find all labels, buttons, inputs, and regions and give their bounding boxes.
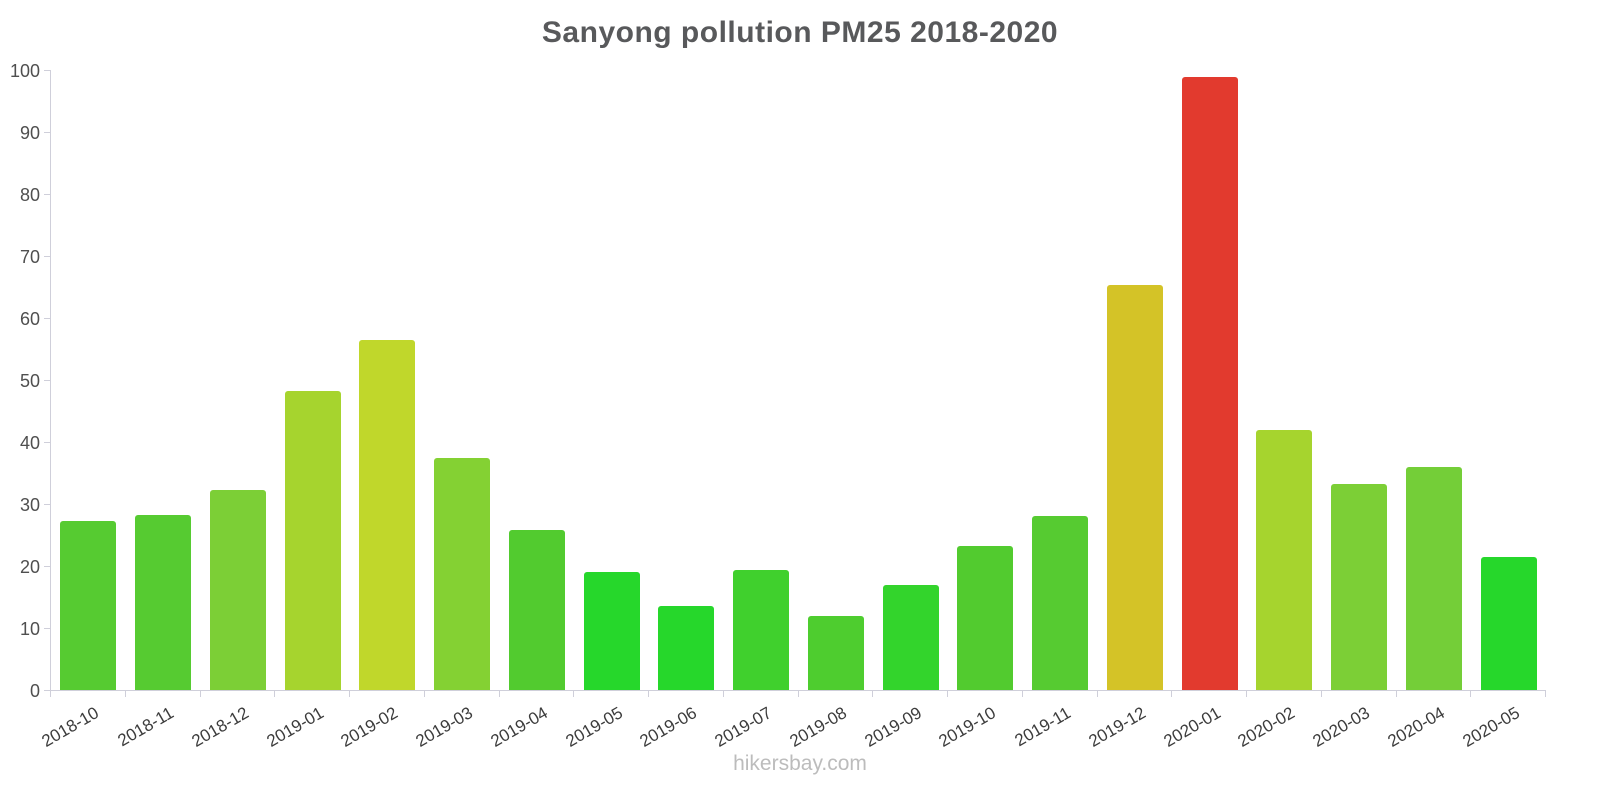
bar-2019-05[interactable]	[583, 571, 640, 690]
x-axis-tick	[1246, 691, 1247, 697]
bar-2019-12[interactable]	[1106, 284, 1163, 690]
y-axis-label-80: 80	[19, 185, 40, 205]
x-axis-tick	[423, 691, 425, 697]
plot-area	[50, 70, 1546, 691]
x-axis-tick	[1320, 691, 1322, 697]
x-axis-tick	[1096, 691, 1098, 697]
x-axis-tick	[872, 691, 874, 697]
y-axis-label-40: 40	[19, 433, 40, 453]
y-axis-label-100: 100	[9, 61, 40, 81]
x-axis-tick	[648, 691, 649, 697]
bar-2019-03[interactable]	[434, 457, 491, 690]
bar-2020-05[interactable]	[1480, 557, 1537, 690]
bar-2020-03[interactable]	[1331, 483, 1388, 690]
chart-title: Sanyong pollution PM25 2018-2020	[541, 16, 1059, 49]
y-axis-tick	[44, 690, 50, 691]
bar-2019-10[interactable]	[957, 546, 1014, 690]
y-axis-label-60: 60	[19, 309, 40, 329]
x-axis-tick	[349, 691, 350, 697]
watermark-link: hikersbay.com	[733, 752, 867, 775]
y-axis-tick	[44, 504, 50, 505]
y-axis-label-20: 20	[19, 557, 40, 577]
bar-2018-12[interactable]	[209, 489, 266, 690]
x-axis-tick	[124, 691, 126, 697]
x-axis-tick	[947, 691, 948, 697]
y-axis-label-10: 10	[19, 619, 40, 639]
y-axis-label-0: 0	[29, 681, 40, 701]
x-axis-tick	[722, 691, 724, 697]
y-axis-tick	[44, 628, 50, 629]
bar-2019-04[interactable]	[508, 530, 565, 690]
bar-2020-02[interactable]	[1256, 429, 1313, 690]
x-axis-tick	[573, 691, 575, 697]
bar-2020-01[interactable]	[1181, 77, 1238, 690]
y-axis-tick	[44, 256, 50, 257]
y-axis-label-90: 90	[19, 123, 40, 143]
x-axis-tick	[1470, 691, 1472, 697]
x-axis-tick	[199, 691, 201, 697]
x-axis-tick	[1545, 691, 1546, 697]
y-axis-tick	[44, 380, 50, 381]
y-axis-tick	[44, 318, 50, 319]
x-axis-tick	[797, 691, 799, 697]
x-axis-tick	[1021, 691, 1023, 697]
y-axis-label-70: 70	[19, 247, 40, 267]
y-axis-tick	[44, 194, 50, 195]
y-axis-label-30: 30	[19, 495, 40, 515]
x-axis-tick	[1171, 691, 1173, 697]
y-axis-label-50: 50	[19, 371, 40, 391]
bar-2019-06[interactable]	[658, 605, 715, 690]
x-axis-tick	[498, 691, 500, 697]
bar-2020-04[interactable]	[1405, 466, 1462, 690]
y-axis-tick	[44, 70, 50, 71]
y-axis-tick	[44, 442, 50, 443]
y-axis-tick	[44, 566, 50, 567]
bar-2019-01[interactable]	[284, 390, 341, 690]
bar-2019-02[interactable]	[359, 339, 416, 690]
bar-2018-10[interactable]	[60, 521, 117, 690]
x-axis-tick	[1395, 691, 1397, 697]
bar-2019-09[interactable]	[882, 585, 939, 690]
y-axis-tick	[44, 132, 50, 133]
x-axis-tick	[50, 691, 51, 697]
bar-2019-07[interactable]	[733, 570, 790, 690]
bar-2019-11[interactable]	[1032, 515, 1089, 690]
bar-2018-11[interactable]	[135, 515, 192, 690]
bar-2019-08[interactable]	[807, 615, 864, 690]
x-axis-tick	[274, 691, 276, 697]
